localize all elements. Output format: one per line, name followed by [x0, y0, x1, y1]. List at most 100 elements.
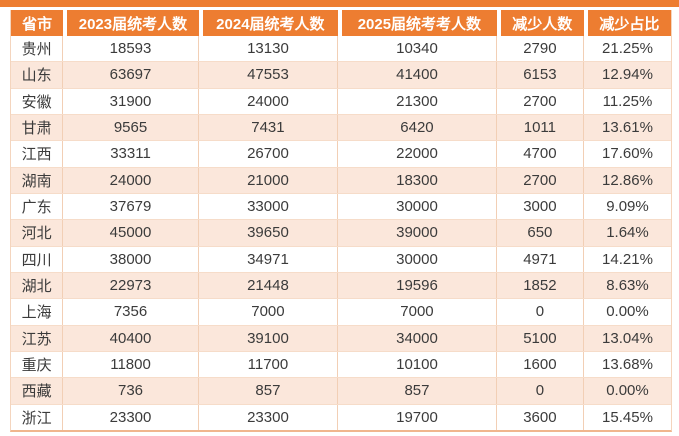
- cell-ratio: 21.25%: [602, 40, 653, 58]
- cell-y2024: 857: [199, 378, 339, 404]
- cell-province: 贵州: [11, 36, 64, 62]
- cell-y2025: 22000: [338, 141, 497, 167]
- column-header-province: 省市: [11, 10, 64, 36]
- cell-y2025: 19700: [338, 404, 497, 430]
- cell-ratio: 15.45%: [602, 408, 653, 426]
- cell-y2024: 21448: [199, 272, 339, 299]
- cell-y2023: 9565: [63, 114, 199, 141]
- table-header-row: 省市 2023届统考人数 2024届统考人数 2025届统考考人数 减少人数 减少占比: [11, 10, 671, 36]
- cell-y2023: 736: [63, 378, 199, 404]
- cell-ratio: 12.94%: [602, 66, 653, 84]
- cell-province: 西藏: [11, 378, 64, 404]
- cell-province: 安徽: [11, 88, 64, 114]
- cell-decrease: 6153: [497, 62, 584, 88]
- cell-province: 广东: [11, 193, 64, 220]
- table-row: 西藏 736 857 857 0 0.00%: [11, 377, 671, 404]
- cell-ratio: 13.61%: [602, 119, 653, 137]
- column-header-y2024: 2024届统考人数: [202, 10, 339, 36]
- cell-y2024: 13130: [199, 36, 339, 62]
- cell-y2025: 857: [338, 378, 497, 404]
- cell-decrease: 5100: [497, 325, 584, 351]
- cell-y2023: 7356: [63, 299, 199, 325]
- cell-ratio: 8.63%: [606, 277, 649, 295]
- cell-province: 浙江: [11, 404, 64, 430]
- table-row: 贵州 18593 13130 10340 2790 21.25%: [11, 36, 671, 62]
- cell-decrease: 1011: [497, 114, 584, 141]
- cell-ratio: 11.25%: [602, 92, 653, 110]
- cell-ratio: 0.00%: [606, 382, 649, 400]
- column-header-y2023: 2023届统考人数: [67, 10, 199, 36]
- table-row: 上海 7356 7000 7000 0 0.00%: [11, 298, 671, 325]
- table-row: 江西 33311 26700 22000 4700 17.60%: [11, 140, 671, 167]
- cell-y2023: 33311: [63, 141, 199, 167]
- top-accent-bar: [0, 0, 679, 7]
- cell-ratio: 17.60%: [602, 145, 653, 163]
- cell-y2025: 18300: [338, 167, 497, 193]
- cell-y2023: 63697: [63, 62, 199, 88]
- cell-decrease: 4971: [497, 246, 584, 272]
- cell-y2024: 23300: [199, 404, 339, 430]
- cell-ratio: 1.64%: [606, 224, 649, 242]
- cell-decrease: 1600: [497, 351, 584, 378]
- cell-ratio: 14.21%: [602, 250, 653, 268]
- cell-province: 湖南: [11, 167, 64, 193]
- cell-y2025: 30000: [338, 193, 497, 220]
- cell-ratio: 13.68%: [602, 356, 653, 374]
- table-row: 安徽 31900 24000 21300 2700 11.25%: [11, 87, 671, 114]
- cell-y2024: 26700: [199, 141, 339, 167]
- table-row: 四川 38000 34971 30000 4971 14.21%: [11, 245, 671, 272]
- cell-y2024: 39650: [199, 220, 339, 246]
- cell-y2023: 37679: [63, 193, 199, 220]
- cell-y2025: 10100: [338, 351, 497, 378]
- cell-y2025: 19596: [338, 272, 497, 299]
- cell-decrease: 650: [497, 220, 584, 246]
- table-row: 山东 63697 47553 41400 6153 12.94%: [11, 61, 671, 88]
- table-row: 广东 37679 33000 30000 3000 9.09%: [11, 192, 671, 220]
- cell-province: 山东: [11, 62, 64, 88]
- table-row: 重庆 11800 11700 10100 1600 13.68%: [11, 350, 671, 378]
- table-row: 甘肃 9565 7431 6420 1011 13.61%: [11, 113, 671, 141]
- cell-y2023: 18593: [63, 36, 199, 62]
- cell-y2025: 7000: [338, 299, 497, 325]
- column-header-decrease: 减少人数: [500, 10, 584, 36]
- cell-y2023: 45000: [63, 220, 199, 246]
- cell-ratio: 9.09%: [606, 198, 649, 216]
- cell-y2023: 31900: [63, 88, 199, 114]
- cell-decrease: 3000: [497, 193, 584, 220]
- cell-decrease: 2700: [497, 88, 584, 114]
- cell-ratio: 13.04%: [602, 329, 653, 347]
- cell-decrease: 1852: [497, 272, 584, 299]
- cell-province: 甘肃: [11, 114, 64, 141]
- column-header-y2025: 2025届统考考人数: [342, 10, 497, 36]
- cell-y2023: 24000: [63, 167, 199, 193]
- cell-y2024: 33000: [199, 193, 339, 220]
- cell-decrease: 0: [497, 378, 584, 404]
- cell-y2024: 21000: [199, 167, 339, 193]
- cell-y2025: 34000: [338, 325, 497, 351]
- cell-y2024: 34971: [199, 246, 339, 272]
- cell-y2025: 21300: [338, 88, 497, 114]
- cell-y2025: 41400: [338, 62, 497, 88]
- cell-y2025: 10340: [338, 36, 497, 62]
- cell-y2024: 39100: [199, 325, 339, 351]
- cell-province: 湖北: [11, 272, 64, 299]
- cell-y2024: 7000: [199, 299, 339, 325]
- cell-ratio: 12.86%: [602, 171, 653, 189]
- cell-y2023: 40400: [63, 325, 199, 351]
- cell-decrease: 0: [497, 299, 584, 325]
- cell-ratio: 0.00%: [606, 303, 649, 321]
- cell-y2025: 39000: [338, 220, 497, 246]
- cell-decrease: 3600: [497, 404, 584, 430]
- cell-y2024: 11700: [199, 351, 339, 378]
- cell-y2025: 6420: [338, 114, 497, 141]
- cell-y2024: 24000: [199, 88, 339, 114]
- table-row: 湖南 24000 21000 18300 2700 12.86%: [11, 166, 671, 193]
- cell-province: 重庆: [11, 351, 64, 378]
- table-row: 浙江 23300 23300 19700 3600 15.45%: [11, 403, 671, 430]
- cell-decrease: 4700: [497, 141, 584, 167]
- cell-province: 上海: [11, 299, 64, 325]
- exam-stats-table: 省市 2023届统考人数 2024届统考人数 2025届统考考人数 减少人数 减少占比 贵…: [10, 10, 672, 432]
- table-row: 江苏 40400 39100 34000 5100 13.04%: [11, 324, 671, 351]
- cell-province: 江苏: [11, 325, 64, 351]
